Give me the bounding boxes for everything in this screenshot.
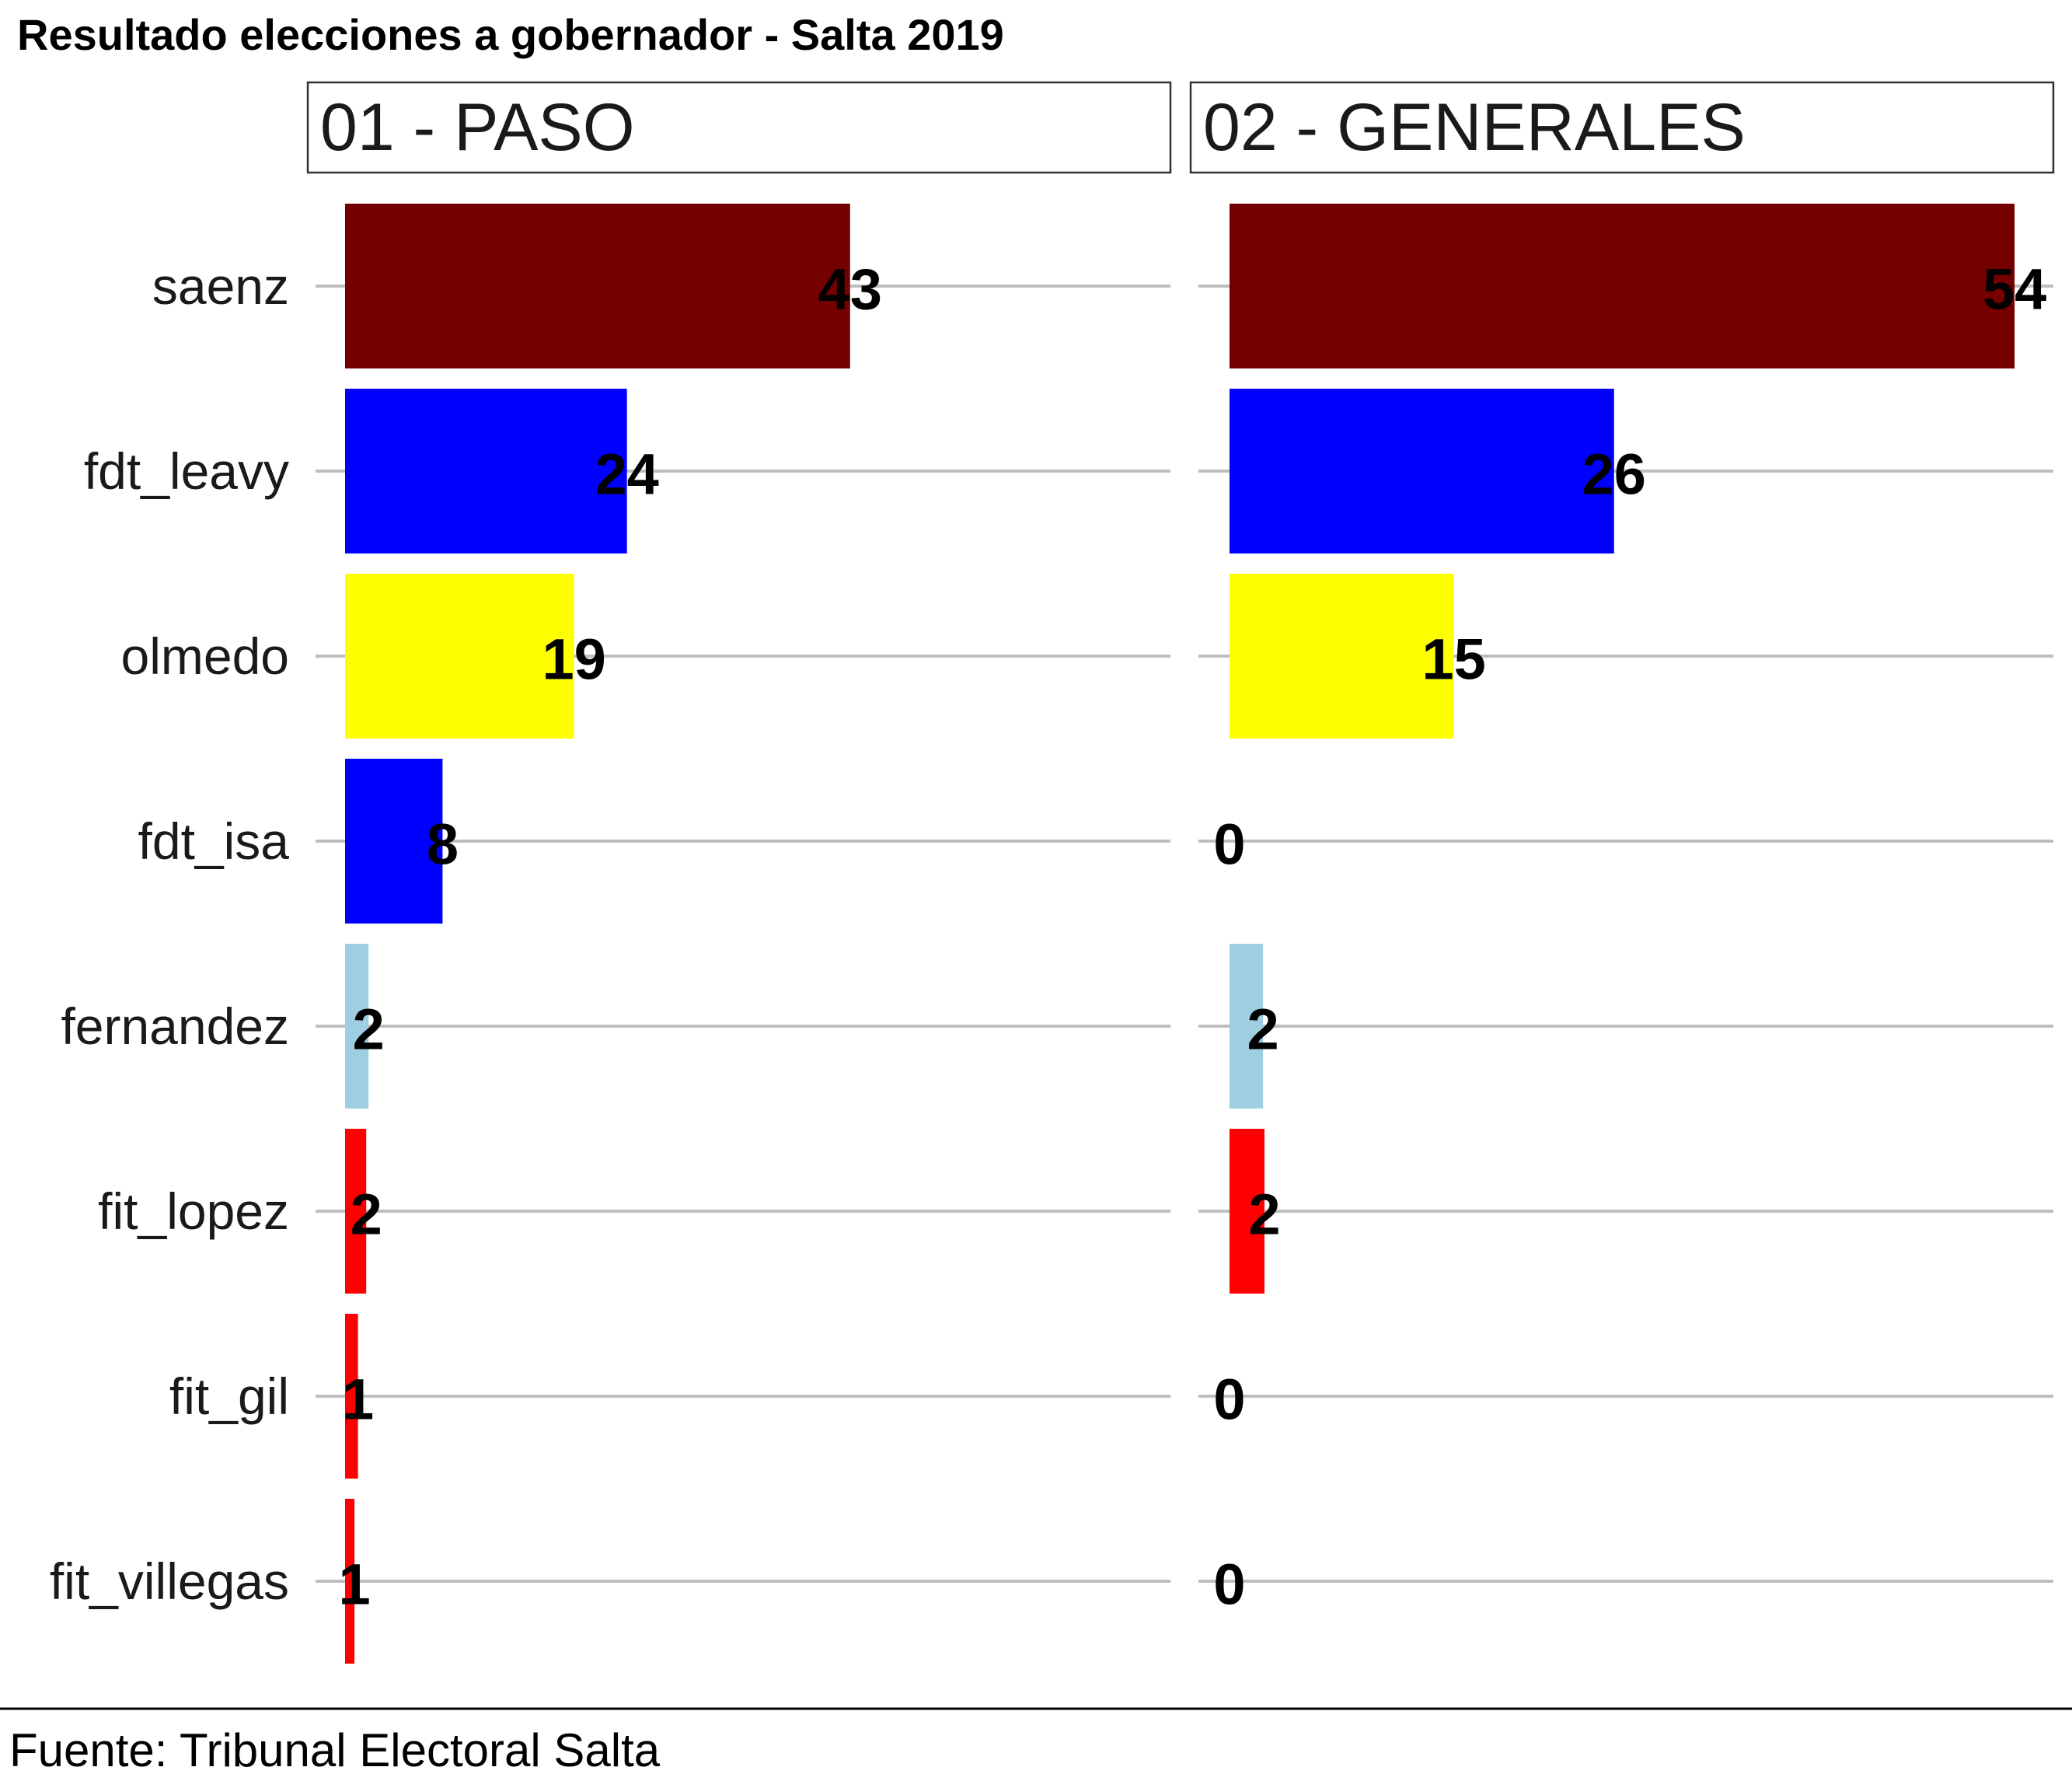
bar-saenz-2 — [1230, 204, 2015, 368]
panels: 01 - PASO 43 24 19 8 2 2 1 1 02 - GENERALES 54 26 15… — [306, 81, 2055, 1664]
value-label-fdt_leavy-2: 26 — [1582, 442, 1646, 507]
value-label-fdt_isa-2: 0 — [1213, 812, 1245, 877]
panel-title-2: 02 - GENERALES — [1203, 90, 1746, 165]
panel-2: 02 - GENERALES 54 26 15 0 2 2 0 0 — [1189, 81, 2055, 1617]
panel-1: 01 - PASO 43 24 19 8 2 2 1 1 — [306, 81, 1172, 1664]
bar-fit_gil-1 — [345, 1314, 358, 1479]
bar-fdt_leavy-2 — [1230, 389, 1614, 554]
value-label-fit_lopez-2: 2 — [1248, 1182, 1280, 1247]
bar-fit_lopez-1 — [345, 1129, 367, 1294]
bar-olmedo-2 — [1230, 574, 1454, 739]
value-label-fernandez-2: 2 — [1247, 997, 1279, 1062]
value-label-saenz-1: 43 — [818, 257, 882, 322]
category-label-fit_gil: fit_gil — [169, 1367, 289, 1425]
chart-title: Resultado elecciones a gobernador - Salt… — [17, 10, 1004, 59]
bar-fdt_isa-1 — [345, 759, 443, 924]
panel-strip-1 — [306, 81, 1172, 174]
panel-strip-2 — [1189, 81, 2055, 174]
category-label-fdt_leavy: fdt_leavy — [84, 442, 289, 500]
value-label-olmedo-1: 19 — [542, 627, 606, 692]
category-label-fernandez: fernandez — [61, 997, 289, 1055]
category-label-olmedo: olmedo — [121, 627, 289, 685]
value-label-fit_gil-2: 0 — [1213, 1367, 1245, 1432]
value-label-fit_villegas-2: 0 — [1213, 1552, 1245, 1617]
value-label-olmedo-2: 15 — [1421, 627, 1485, 692]
bar-fdt_leavy-1 — [345, 389, 627, 554]
value-label-fdt_leavy-1: 24 — [595, 442, 659, 507]
value-label-fit_lopez-1: 2 — [351, 1182, 382, 1247]
caption: Fuente: Tribunal Electoral Salta — [9, 1724, 661, 1776]
value-label-fernandez-1: 2 — [353, 997, 385, 1062]
category-label-saenz: saenz — [152, 257, 289, 315]
value-label-saenz-2: 54 — [1983, 257, 2046, 322]
bar-fernandez-1 — [345, 944, 369, 1109]
panel-title-1: 01 - PASO — [320, 90, 635, 165]
value-label-fdt_isa-1: 8 — [427, 812, 459, 877]
category-label-fit_lopez: fit_lopez — [98, 1182, 289, 1240]
category-label-fdt_isa: fdt_isa — [138, 812, 290, 870]
value-label-fit_villegas-1: 1 — [339, 1552, 371, 1617]
value-label-fit_gil-1: 1 — [342, 1367, 374, 1432]
bar-olmedo-1 — [345, 574, 574, 739]
bar-saenz-1 — [345, 204, 850, 368]
bar-fit_villegas-1 — [345, 1499, 355, 1664]
bar-fernandez-2 — [1230, 944, 1264, 1109]
category-label-fit_villegas: fit_villegas — [50, 1552, 289, 1610]
bar-fit_lopez-2 — [1230, 1129, 1264, 1294]
